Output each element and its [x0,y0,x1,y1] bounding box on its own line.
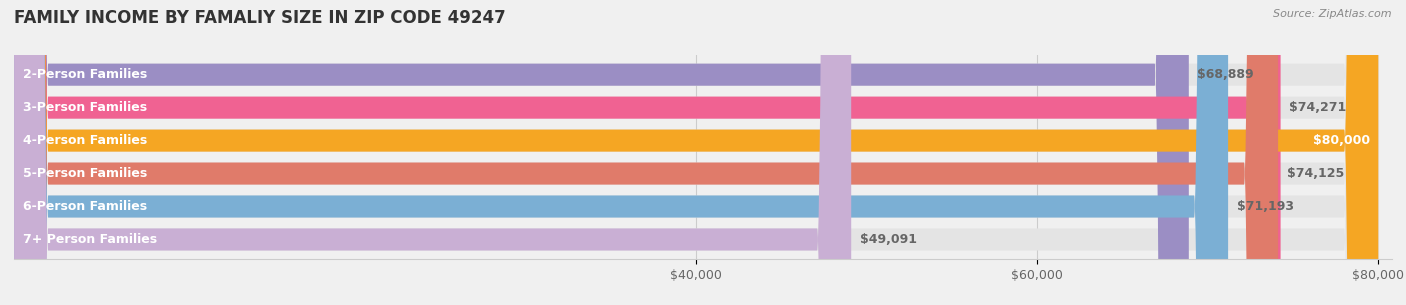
FancyBboxPatch shape [14,0,1378,305]
Text: $68,889: $68,889 [1198,68,1254,81]
FancyBboxPatch shape [14,0,1378,305]
Text: $49,091: $49,091 [859,233,917,246]
Text: $74,125: $74,125 [1286,167,1344,180]
FancyBboxPatch shape [14,0,1378,305]
FancyBboxPatch shape [14,0,1227,305]
FancyBboxPatch shape [14,0,1378,305]
Text: $74,271: $74,271 [1289,101,1347,114]
Text: 2-Person Families: 2-Person Families [22,68,146,81]
Text: 6-Person Families: 6-Person Families [22,200,146,213]
Text: 5-Person Families: 5-Person Families [22,167,146,180]
FancyBboxPatch shape [14,0,1378,305]
Text: 7+ Person Families: 7+ Person Families [22,233,156,246]
FancyBboxPatch shape [14,0,1278,305]
FancyBboxPatch shape [14,0,1189,305]
Text: FAMILY INCOME BY FAMALIY SIZE IN ZIP CODE 49247: FAMILY INCOME BY FAMALIY SIZE IN ZIP COD… [14,9,506,27]
FancyBboxPatch shape [14,0,1378,305]
FancyBboxPatch shape [14,0,1281,305]
Text: 3-Person Families: 3-Person Families [22,101,146,114]
FancyBboxPatch shape [14,0,851,305]
Text: Source: ZipAtlas.com: Source: ZipAtlas.com [1274,9,1392,19]
FancyBboxPatch shape [14,0,1378,305]
Text: 4-Person Families: 4-Person Families [22,134,146,147]
Text: $71,193: $71,193 [1237,200,1294,213]
Text: $80,000: $80,000 [1313,134,1369,147]
